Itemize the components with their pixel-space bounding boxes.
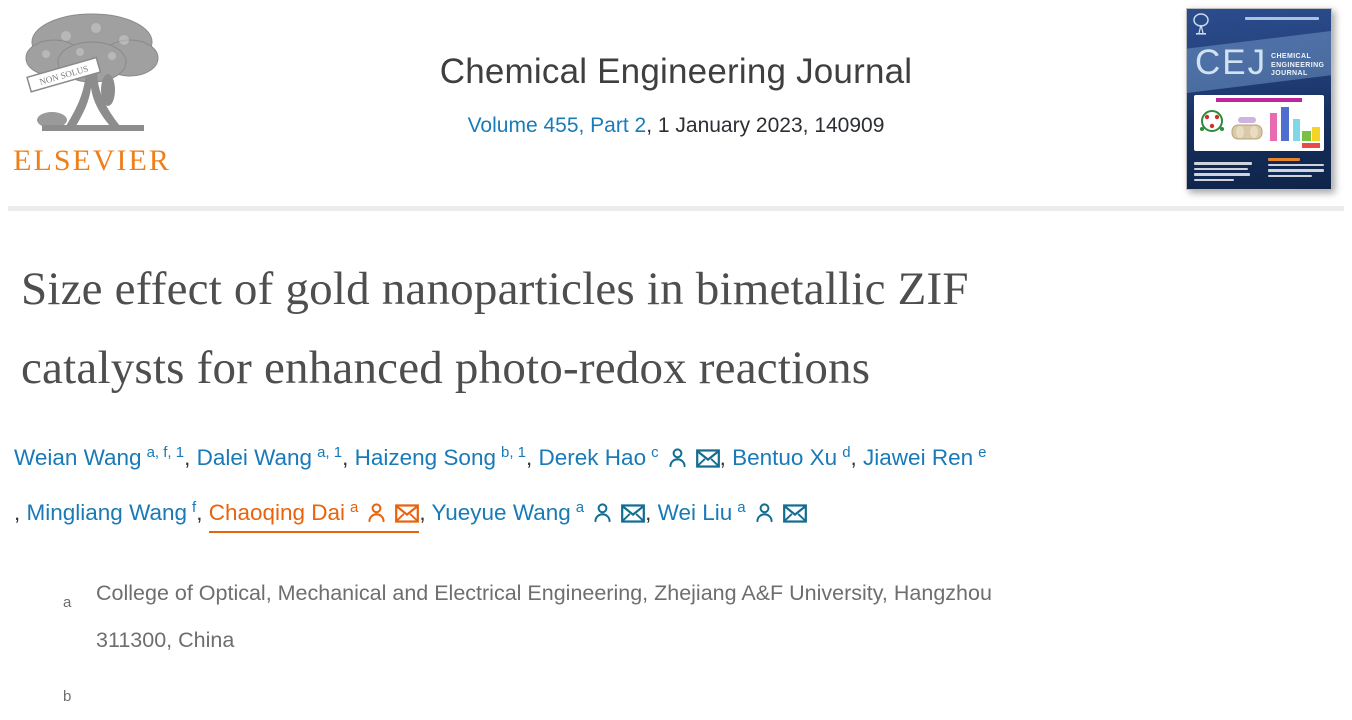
author[interactable]: Bentuo Xu d — [732, 443, 851, 471]
author-affiliation-superscript: f — [192, 498, 197, 516]
author-name[interactable]: Dalei Wang — [196, 445, 313, 470]
affiliation-superscript: b — [63, 688, 72, 705]
author-list: Weian Wang a, f, 1, Dalei Wang a, 1, Haize… — [14, 430, 986, 540]
elsevier-logo[interactable]: NON SOLUS ELSEVIER — [12, 6, 172, 178]
issue-info: , 1 January 2023, 140909 — [646, 114, 885, 137]
author-affiliation-superscript: a — [350, 498, 359, 516]
journal-cover-thumbnail[interactable]: CEJ CHEMICAL ENGINEERING JOURNAL — [1186, 8, 1332, 190]
author-name[interactable]: Chaoqing Dai — [208, 500, 346, 525]
author[interactable]: Jiawei Ren e — [863, 443, 987, 471]
elsevier-wordmark[interactable]: ELSEVIER — [13, 144, 171, 177]
author-separator: , — [196, 500, 209, 525]
cover-editors-microtext — [1194, 159, 1252, 181]
author-name[interactable]: Yueyue Wang — [431, 500, 571, 525]
person-icon[interactable] — [592, 500, 613, 525]
author-affiliation-superscript: a, f, 1 — [146, 443, 185, 461]
affiliation-text: College of Optical, Mechanical and Elect… — [96, 581, 992, 652]
person-icon[interactable] — [754, 500, 775, 525]
author-line: , Mingliang Wang f, Chaoqing Dai a, Yueyue… — [14, 485, 986, 540]
cover-graphic-panel — [1194, 95, 1324, 151]
author[interactable]: Mingliang Wang f — [26, 498, 197, 526]
author-affiliation-superscript: e — [978, 443, 987, 461]
author[interactable]: Derek Hao c — [539, 445, 720, 470]
author[interactable]: Chaoqing Dai a — [208, 498, 420, 533]
author-separator: , — [419, 500, 432, 525]
cover-graphic — [1200, 107, 1320, 148]
author[interactable]: Wei Liu a — [658, 500, 807, 525]
volume-line: Volume 455, Part 2, 1 January 2023, 1409… — [0, 114, 1352, 138]
header-divider — [8, 206, 1344, 211]
article-title: Size effect of gold nanoparticles in bim… — [21, 250, 969, 408]
cover-graphic-title-bar — [1216, 98, 1302, 102]
cover-abbrev: CEJ — [1195, 43, 1268, 82]
article-title-line-2: catalysts for enhanced photo-redox react… — [21, 342, 871, 394]
author-name[interactable]: Derek Hao — [538, 445, 647, 470]
author-affiliation-superscript: b, 1 — [500, 443, 527, 461]
author-separator: , — [645, 500, 658, 525]
author-name[interactable]: Jiawei Ren — [863, 445, 974, 470]
author-separator: , — [526, 445, 539, 470]
affiliation-list: a College of Optical, Mechanical and Elec… — [63, 570, 1048, 705]
author[interactable]: Dalei Wang a, 1 — [196, 443, 343, 471]
mail-icon[interactable] — [621, 500, 646, 525]
author-affiliation-superscript: a — [575, 498, 585, 516]
affiliation-superscript: a — [63, 594, 72, 611]
author-line: Weian Wang a, f, 1, Dalei Wang a, 1, Haize… — [14, 430, 986, 485]
author-affiliation-superscript: a, 1 — [317, 443, 343, 461]
author-separator: , — [184, 445, 197, 470]
author[interactable]: Haizeng Song b, 1 — [354, 443, 527, 471]
journal-title[interactable]: Chemical Engineering Journal — [439, 52, 913, 91]
author-name[interactable]: Haizeng Song — [354, 445, 496, 470]
author-affiliation-superscript: c — [651, 443, 659, 461]
author[interactable]: Yueyue Wang a — [432, 500, 646, 525]
mail-icon[interactable] — [395, 500, 420, 525]
author-separator: , — [342, 445, 355, 470]
author-name[interactable]: Mingliang Wang — [26, 500, 188, 525]
volume-link[interactable]: Volume 455, Part 2 — [467, 114, 647, 137]
author-affiliation-superscript: d — [842, 443, 851, 461]
cover-featured-microtext — [1268, 155, 1324, 177]
cover-journal-name: CHEMICAL ENGINEERING JOURNAL — [1271, 53, 1325, 77]
author-separator: , — [14, 500, 27, 525]
author-separator: , — [850, 445, 864, 470]
author-name[interactable]: Bentuo Xu — [732, 445, 838, 470]
person-icon[interactable] — [667, 445, 688, 470]
cover-elsevier-mark-icon — [1193, 13, 1209, 35]
sciencedirect-article-header: { "publisher": { "name": "ELSEVIER", "ta… — [0, 6, 1352, 705]
cover-issue-microtext — [1245, 17, 1319, 20]
mail-icon[interactable] — [695, 445, 720, 470]
elsevier-tree-icon: NON SOLUS — [25, 13, 159, 131]
author-name[interactable]: Wei Liu — [657, 500, 733, 525]
author-name[interactable]: Weian Wang — [14, 445, 142, 470]
author-separator: , — [719, 445, 733, 470]
mail-icon[interactable] — [782, 500, 807, 525]
person-icon[interactable] — [366, 500, 387, 525]
article-title-line-1: Size effect of gold nanoparticles in bim… — [21, 263, 969, 315]
author-affiliation-superscript: a — [737, 498, 746, 516]
author[interactable]: Weian Wang a, f, 1 — [14, 443, 185, 471]
journal-header: Chemical Engineering Journal Volume 455,… — [0, 52, 1352, 138]
affiliation: a College of Optical, Mechanical and Elec… — [63, 570, 1048, 664]
